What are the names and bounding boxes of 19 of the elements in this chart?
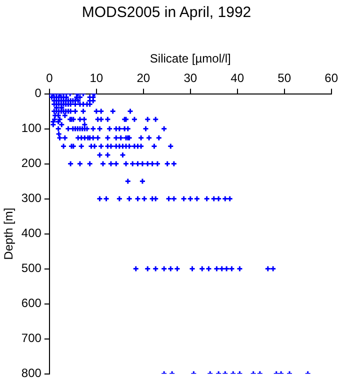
y-tick-label: 200 [21, 156, 42, 170]
y-tick-label: 600 [21, 296, 42, 310]
y-tick-label: 400 [21, 226, 42, 240]
x-tick-label: 40 [230, 70, 244, 85]
y-tick-label: 0 [34, 86, 42, 100]
x-tick-label: 10 [90, 70, 104, 85]
x-tick-label: 30 [184, 70, 198, 85]
chart-title: MODS2005 in April, 1992 [82, 4, 252, 22]
y-tick-label: 300 [21, 191, 42, 206]
y-tick-label: 100 [21, 121, 42, 136]
x-tick-label: 20 [136, 70, 150, 85]
y-tick-label: 700 [21, 331, 42, 346]
x-tick-label: 0 [46, 70, 54, 85]
y-axis-title: Depth [m] [2, 208, 16, 260]
y-tick-label: 800 [21, 366, 42, 380]
x-tick-label: 50 [278, 70, 292, 85]
x-axis-title: Silicate [µmol/l] [150, 52, 231, 66]
x-tick-label: 60 [324, 70, 338, 85]
y-tick-label: 500 [21, 261, 42, 276]
